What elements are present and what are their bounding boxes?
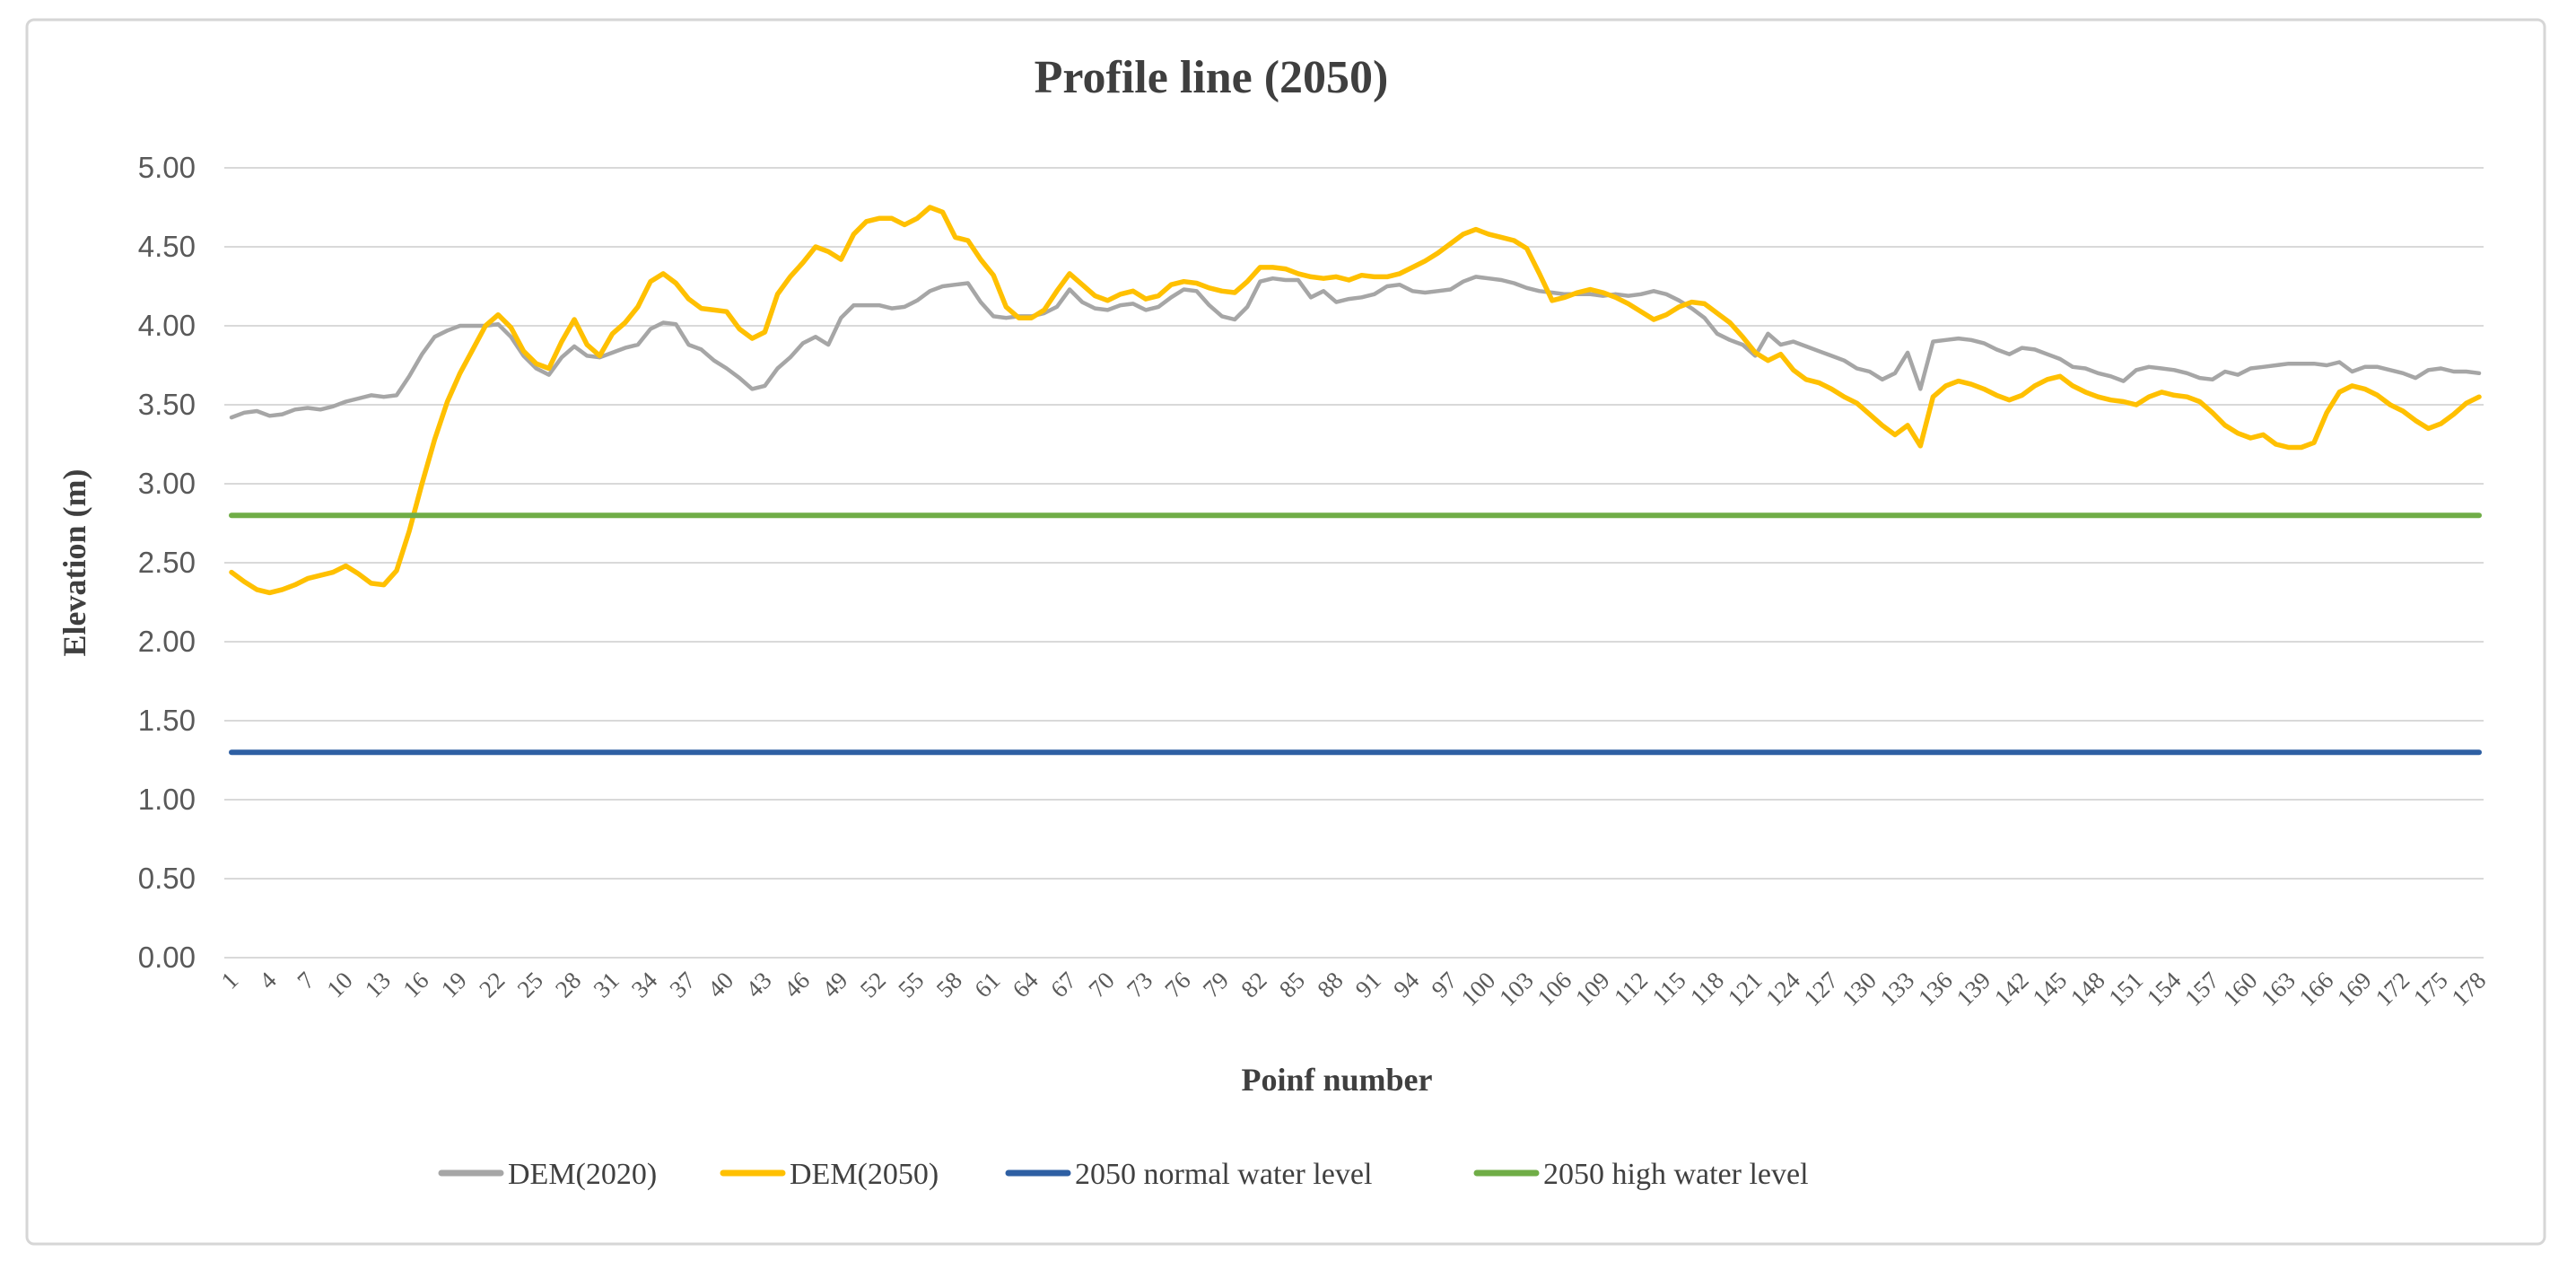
x-tick-label: 61 bbox=[969, 967, 1005, 1003]
chart-title: Profile line (2050) bbox=[1035, 52, 1389, 103]
x-tick-label: 4 bbox=[254, 967, 282, 994]
x-tick-label: 118 bbox=[1685, 967, 1729, 1011]
x-tick-label: 115 bbox=[1646, 967, 1690, 1011]
chart-border bbox=[25, 18, 2546, 1246]
y-axis-title: Elevation (m) bbox=[57, 469, 92, 657]
data-series-lines bbox=[229, 205, 2482, 756]
y-tick-label: 4.00 bbox=[138, 309, 196, 342]
x-tick-label: 43 bbox=[740, 967, 776, 1003]
y-tick-label: 4.50 bbox=[138, 230, 196, 263]
x-tick-label: 157 bbox=[2179, 967, 2224, 1011]
y-tick-label: 2.00 bbox=[138, 625, 196, 658]
x-tick-label: 97 bbox=[1427, 967, 1463, 1003]
x-tick-label: 40 bbox=[703, 967, 738, 1003]
x-tick-label: 73 bbox=[1122, 967, 1157, 1003]
legend-item-normal-water-level: 2050 normal water level bbox=[1005, 1158, 1372, 1191]
x-tick-label: 145 bbox=[2027, 967, 2072, 1011]
x-tick-label: 34 bbox=[626, 967, 663, 1003]
x-tick-label: 136 bbox=[1913, 967, 1958, 1011]
x-tick-label: 163 bbox=[2256, 967, 2301, 1011]
x-axis-tick-labels: 1 4 7 10 13 16 19 22 25 28 31 34 37 40 43 46 49 52 55 58 61 6… bbox=[215, 967, 2491, 1011]
x-axis-title: Poinf number bbox=[1241, 1062, 1432, 1098]
x-tick-label: 58 bbox=[931, 967, 967, 1003]
x-tick-label: 85 bbox=[1274, 967, 1310, 1003]
x-tick-label: 55 bbox=[893, 967, 929, 1003]
x-tick-label: 67 bbox=[1045, 967, 1081, 1003]
x-tick-label: 13 bbox=[360, 967, 396, 1003]
x-tick-label: 172 bbox=[2370, 967, 2414, 1011]
x-tick-label: 148 bbox=[2065, 967, 2110, 1011]
legend: DEM(2020) DEM(2050) 2050 normal water le… bbox=[438, 1158, 1809, 1191]
y-tick-label: 2.50 bbox=[138, 546, 196, 579]
x-tick-label: 124 bbox=[1760, 967, 1805, 1011]
x-tick-label: 19 bbox=[436, 967, 472, 1003]
x-tick-label: 130 bbox=[1837, 967, 1882, 1011]
y-tick-label: 0.00 bbox=[138, 941, 196, 974]
x-tick-label: 31 bbox=[589, 967, 624, 1003]
x-tick-label: 127 bbox=[1799, 967, 1844, 1011]
x-tick-label: 121 bbox=[1723, 967, 1768, 1011]
y-tick-label: 3.00 bbox=[138, 467, 196, 500]
y-tick-label: 3.50 bbox=[138, 388, 196, 421]
x-tick-label: 82 bbox=[1236, 967, 1271, 1003]
x-tick-label: 151 bbox=[2103, 967, 2148, 1011]
y-tick-label: 0.50 bbox=[138, 862, 196, 895]
x-tick-label: 94 bbox=[1388, 967, 1425, 1003]
y-tick-label: 5.00 bbox=[138, 151, 196, 184]
x-tick-label: 49 bbox=[816, 967, 852, 1003]
x-tick-label: 178 bbox=[2446, 967, 2491, 1011]
x-tick-label: 10 bbox=[321, 967, 357, 1003]
x-tick-label: 142 bbox=[1989, 967, 2034, 1011]
x-tick-label: 88 bbox=[1312, 967, 1348, 1003]
x-tick-label: 16 bbox=[397, 967, 433, 1003]
series-line-0 bbox=[229, 275, 2482, 420]
x-tick-label: 37 bbox=[664, 967, 700, 1003]
legend-item-high-water-level: 2050 high water level bbox=[1473, 1158, 1809, 1191]
x-tick-label: 25 bbox=[512, 967, 548, 1003]
x-tick-label: 76 bbox=[1159, 967, 1195, 1003]
x-tick-label: 154 bbox=[2142, 967, 2187, 1011]
x-tick-label: 112 bbox=[1609, 967, 1653, 1011]
x-tick-label: 91 bbox=[1350, 967, 1386, 1003]
x-tick-label: 52 bbox=[855, 967, 891, 1003]
x-tick-label: 79 bbox=[1198, 967, 1234, 1003]
y-tick-label: 1.00 bbox=[138, 783, 196, 816]
legend-label-dem-2050: DEM(2050) bbox=[790, 1158, 939, 1191]
y-tick-label: 1.50 bbox=[138, 704, 196, 737]
x-tick-label: 46 bbox=[779, 967, 815, 1003]
legend-label-high-water-level: 2050 high water level bbox=[1543, 1158, 1809, 1191]
legend-label-dem-2020: DEM(2020) bbox=[508, 1158, 657, 1191]
legend-item-dem-2020: DEM(2020) bbox=[438, 1158, 657, 1191]
legend-item-dem-2050: DEM(2050) bbox=[720, 1158, 939, 1191]
y-axis-tick-labels: 0.00 0.50 1.00 1.50 2.00 2.50 3.00 3.50 4.00 4.50… bbox=[138, 151, 196, 974]
x-tick-label: 100 bbox=[1455, 967, 1500, 1011]
x-tick-label: 133 bbox=[1874, 967, 1919, 1011]
x-tick-label: 169 bbox=[2332, 967, 2377, 1011]
x-tick-label: 70 bbox=[1083, 967, 1119, 1003]
x-tick-label: 106 bbox=[1532, 967, 1576, 1011]
gridlines bbox=[224, 167, 2484, 959]
x-tick-label: 139 bbox=[1951, 967, 1995, 1011]
x-tick-label: 7 bbox=[292, 967, 319, 994]
legend-label-normal-water-level: 2050 normal water level bbox=[1075, 1158, 1372, 1191]
x-tick-label: 103 bbox=[1494, 967, 1539, 1011]
x-tick-label: 166 bbox=[2294, 967, 2339, 1011]
series-line-1 bbox=[229, 205, 2482, 596]
x-tick-label: 64 bbox=[1008, 967, 1044, 1003]
x-tick-label: 22 bbox=[474, 967, 510, 1003]
x-tick-label: 28 bbox=[550, 967, 586, 1003]
x-tick-label: 109 bbox=[1570, 967, 1615, 1011]
x-tick-label: 160 bbox=[2218, 967, 2263, 1011]
x-tick-label: 175 bbox=[2408, 967, 2453, 1011]
x-tick-label: 1 bbox=[215, 967, 243, 994]
